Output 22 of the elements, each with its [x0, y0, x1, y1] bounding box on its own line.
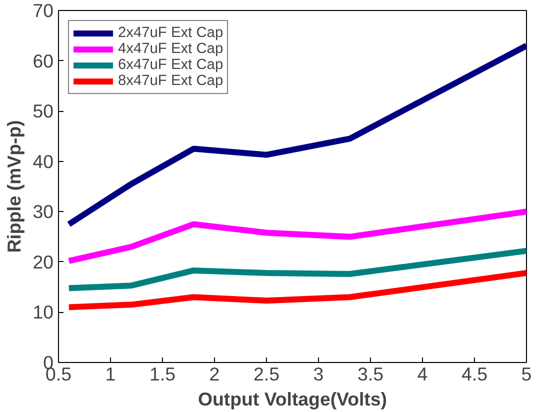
x-tick-label: 2: [209, 364, 220, 384]
x-tick-label: 4: [417, 364, 428, 384]
x-tick-label: 1.5: [150, 364, 176, 384]
y-tick-label: 10: [32, 302, 54, 323]
y-tick-label: 50: [32, 100, 54, 122]
x-axis-title: Output Voltage(Volts): [198, 388, 387, 410]
y-axis-title: Ripple (mVp-p): [4, 120, 25, 253]
y-tick-label: 30: [32, 201, 54, 222]
x-tick-label: 5: [521, 364, 532, 384]
x-tick-label: 3: [313, 364, 324, 384]
x-tick-label: 2.5: [254, 364, 280, 384]
legend-label: 4x47uF Ext Cap: [118, 41, 224, 57]
x-tick-label: 4.5: [462, 364, 488, 384]
y-tick-label: 20: [32, 251, 54, 272]
y-tick-label: 60: [32, 50, 54, 72]
y-tick-label: 70: [32, 0, 54, 21]
x-tick-label: 3.5: [358, 364, 384, 384]
y-tick-label: 40: [32, 150, 54, 172]
legend-label: 8x47uF Ext Cap: [118, 73, 224, 89]
legend-label: 6x47uF Ext Cap: [118, 57, 224, 73]
x-tick-label: 1: [105, 364, 116, 384]
legend-label: 2x47uF Ext Cap: [118, 25, 224, 41]
